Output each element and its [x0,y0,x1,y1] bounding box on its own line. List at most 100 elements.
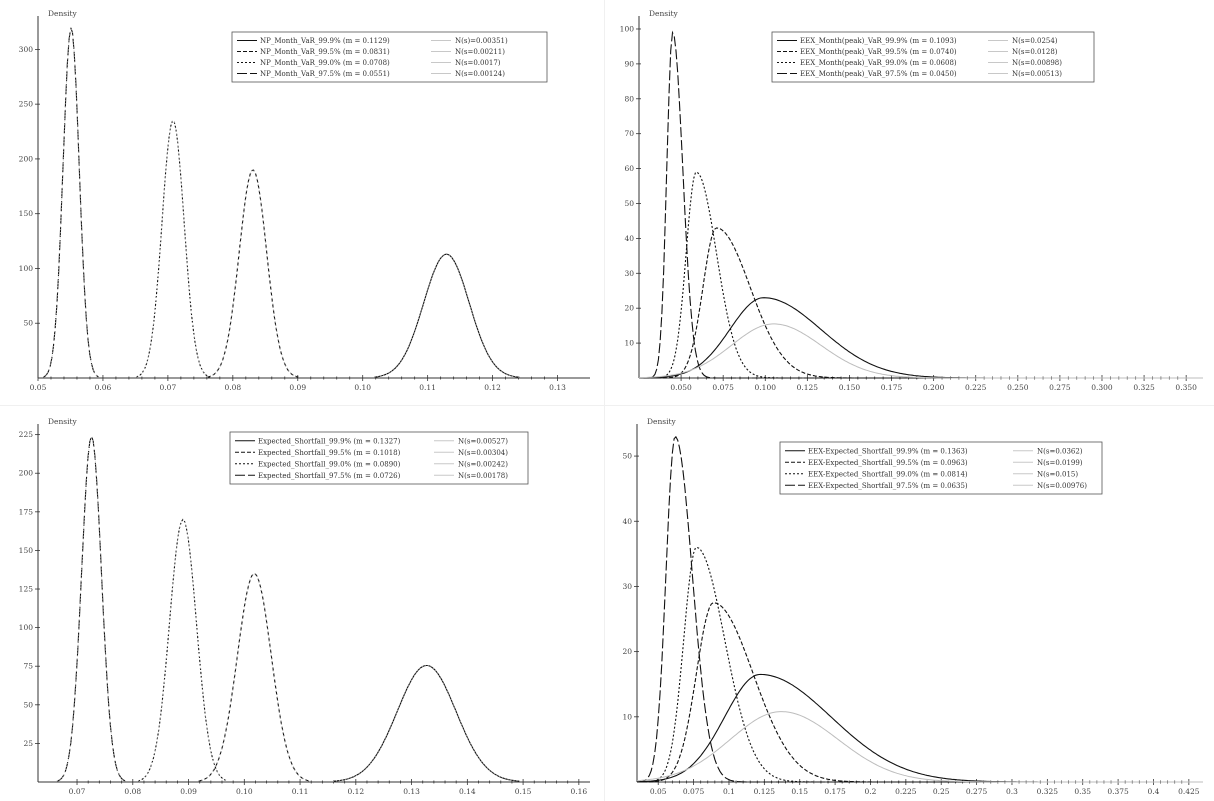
legend-normal-label: N(s=0.0362) [1037,447,1083,455]
y-tick-label: 10 [624,339,634,348]
normal-fit-curve-1 [374,253,520,378]
x-tick-label: 0.13 [403,787,420,796]
legend-label: EEX-Expected_Shortfall_97.5% (m = 0.0635… [808,482,968,490]
density-curve-1 [332,664,520,782]
x-tick-label: 0.375 [1107,787,1129,796]
chart-eex-month-peak-var: Density 10 20 30 40 50 60 70 80 90 100 0.050 0.075 0.… [605,0,1214,400]
y-tick-label: 60 [624,164,634,173]
y-tick-label: 200 [19,154,34,163]
x-tick-label: 0.150 [839,383,861,392]
density-curve-4 [42,27,99,378]
x-tick-label: 0.16 [570,787,587,796]
y-tick-label: 225 [19,430,34,439]
chart-expected-shortfall: Density 25 50 75 100 125 150 175 200 225 0.07 0.08 0… [0,406,604,801]
legend-label: EEX_Month(peak)_VaR_97.5% (m = 0.0450) [800,70,957,78]
y-tick-label: 100 [620,24,635,33]
x-tick-label: 0.325 [1037,787,1059,796]
legend-label: Expected_Shortfall_99.0% (m = 0.0890) [258,460,401,468]
x-tick-label: 0.05 [650,787,667,796]
normal-fit-curve-3 [136,120,211,378]
x-tick-label: 0.09 [289,383,306,392]
legend-normal-label: N(s=0.00124) [455,70,505,78]
x-tick-label: 0.08 [124,787,141,796]
y-tick-label: 70 [624,129,634,138]
x-tick-label: 0.050 [670,383,692,392]
legend-normal-label: N(s=0.0128) [1012,48,1058,56]
x-tick-label: 0.14 [459,787,476,796]
y-tick-label: 40 [622,517,632,526]
y-tick-label: 30 [624,269,634,278]
panel-divider-vertical [604,0,605,801]
density-curve-1 [639,297,1203,379]
x-tick-label: 0.250 [1007,383,1029,392]
x-tick-label: 0.175 [881,383,903,392]
x-tick-label: 0.2 [865,787,877,796]
x-tick-label: 0.225 [965,383,987,392]
legend-label: EEX_Month(peak)_VaR_99.5% (m = 0.0740) [800,48,957,56]
x-tick-label: 0.35 [1074,787,1091,796]
x-tick-label: 0.125 [754,787,776,796]
density-curve-2 [198,573,311,782]
x-tick-label: 0.08 [224,383,241,392]
legend-label: Expected_Shortfall_99.9% (m = 0.1327) [258,437,401,445]
y-tick-label: 100 [19,264,34,273]
x-tick-label: 0.10 [236,787,253,796]
legend-label: EEX-Expected_Shortfall_99.5% (m = 0.0963… [808,459,968,467]
x-tick-label: 0.15 [791,787,808,796]
y-tick-label: 150 [19,546,34,555]
normal-fit-curve-2 [198,573,311,782]
x-tick-label: 0.225 [895,787,917,796]
density-curve-5 [636,711,1203,783]
x-tick-label: 0.13 [549,383,566,392]
x-tick-label: 0.12 [347,787,364,796]
y-tick-label: 175 [19,507,34,516]
panel-divider-horizontal [0,405,1214,406]
x-tick-label: 0.12 [484,383,501,392]
x-tick-label: 0.07 [69,787,86,796]
y-axis-label: Density [48,9,78,18]
y-tick-label: 100 [19,623,34,632]
legend-label: NP_Month_VaR_99.9% (m = 0.1129) [260,37,390,45]
legend-label: EEX_Month(peak)_VaR_99.9% (m = 0.1093) [800,37,957,45]
chart-np-month-var: Density 50 100 150 200 250 300 0.05 0.06 0.07 0.08… [0,0,604,400]
x-tick-label: 0.4 [1148,787,1160,796]
y-tick-label: 20 [624,304,634,313]
y-tick-label: 50 [624,199,634,208]
legend-box [779,441,1103,495]
x-tick-label: 0.10 [354,383,371,392]
legend-box [229,431,529,485]
y-axis-label: Density [649,9,679,18]
x-tick-label: 0.15 [515,787,532,796]
legend-normal-label: N(s=0.0017) [455,59,501,67]
x-tick-label: 0.06 [95,383,112,392]
y-axis-label: Density [48,417,78,426]
x-tick-label: 0.275 [1049,383,1071,392]
y-tick-label: 250 [19,100,34,109]
y-axis-label: Density [647,417,677,426]
x-tick-label: 0.175 [824,787,846,796]
legend-normal-label: N(s=0.015) [1037,470,1078,478]
legend-label: Expected_Shortfall_97.5% (m = 0.0726) [258,472,401,480]
x-tick-label: 0.325 [1133,383,1155,392]
y-tick-label: 80 [624,94,634,103]
x-tick-label: 0.09 [180,787,197,796]
legend-label: EEX_Month(peak)_VaR_99.0% (m = 0.0608) [800,59,957,67]
y-tick-label: 50 [23,319,33,328]
x-tick-label: 0.1 [723,787,735,796]
chart-eex-expected-shortfall: Density 10 20 30 40 50 0.05 0.075 0.1 0.125 0.15 0.… [605,406,1214,801]
x-tick-label: 0.05 [30,383,47,392]
x-tick-label: 0.07 [160,383,177,392]
legend-normal-label: N(s=0.0254) [1012,37,1058,45]
y-tick-label: 300 [19,45,34,54]
y-tick-label: 10 [622,712,632,721]
x-tick-label: 0.125 [797,383,819,392]
x-tick-label: 0.11 [419,383,436,392]
x-tick-label: 0.100 [755,383,777,392]
legend-label: EEX-Expected_Shortfall_99.9% (m = 0.1363… [808,447,968,455]
density-curve-1 [374,253,520,378]
x-tick-label: 0.200 [923,383,945,392]
y-tick-label: 25 [23,739,33,748]
y-tick-label: 50 [622,452,632,461]
normal-fit-curve-4 [56,435,127,782]
density-curve-3 [136,120,211,378]
